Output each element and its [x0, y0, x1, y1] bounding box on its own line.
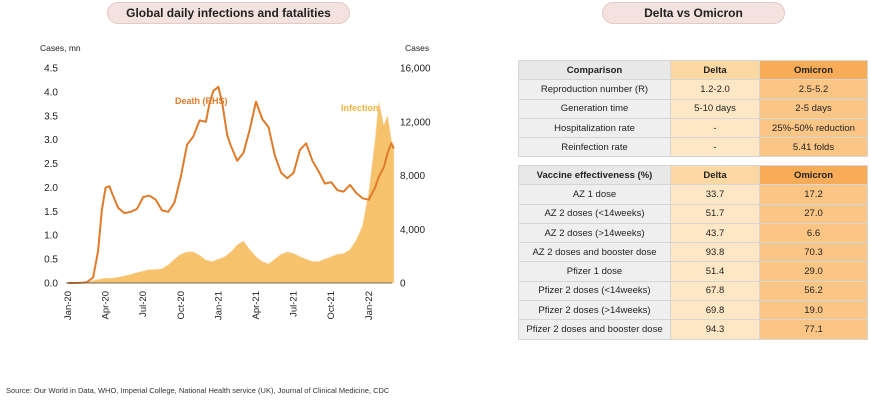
left-tick-label: 4.5: [44, 64, 58, 75]
comparison-table: Comparison Delta Omicron Reproduction numbe…: [518, 59, 868, 158]
x-tick-label: Jan-22: [364, 291, 375, 320]
left-tick-label: 3.0: [44, 135, 58, 146]
x-tick-label: Oct-21: [326, 291, 337, 320]
x-tick-label: Oct-20: [176, 291, 187, 320]
x-tick-label: Apr-21: [251, 291, 262, 320]
table-header-cell: Delta: [670, 164, 760, 186]
table-cell: Pfizer 1 dose: [518, 261, 671, 282]
table-cell: 77.1: [759, 319, 868, 340]
table-cell: 27.0: [759, 203, 868, 224]
table-cell: -: [670, 117, 760, 139]
table-cell: 29.0: [759, 261, 868, 282]
x-tick-label: Jan-20: [63, 291, 74, 320]
table-cell: 69.8: [670, 300, 760, 321]
right-tick-label: 0: [400, 279, 406, 290]
chart-title: Global daily infections and fatalities: [107, 2, 350, 24]
table-cell: 56.2: [759, 280, 868, 302]
infection-area: [68, 101, 395, 284]
table-cell: AZ 2 doses (<14weeks): [518, 203, 671, 224]
table-header-row: Comparison Delta Omicron: [518, 59, 868, 81]
table-cell: 2-5 days: [759, 98, 868, 119]
table-cell: AZ 2 doses (>14weeks): [518, 222, 671, 244]
table-row: Reinfection rate -5.41 folds: [518, 137, 868, 158]
table-cell: -: [670, 137, 760, 158]
death-annotation: Death (RHS): [175, 96, 228, 106]
table-cell: 51.4: [670, 261, 760, 282]
table-cell: 5-10 days: [670, 98, 760, 119]
table-row: Generation time 5-10 days 2-5 days: [518, 98, 868, 119]
source-note: Source: Our World in Data, WHO, Imperial…: [6, 386, 390, 395]
table-row: Reproduction number (R) 1.2-2.0 2.5-5.2: [518, 79, 868, 100]
table-row: Pfizer 2 doses and booster dose 94.3 77.1: [518, 319, 868, 340]
table-cell: Reproduction number (R): [518, 79, 671, 100]
death-line: [68, 85, 395, 284]
left-tick-label: 4.0: [44, 87, 58, 98]
table-row: AZ 2 doses and booster dose 93.8 70.3: [518, 242, 868, 263]
table-cell: AZ 2 doses and booster dose: [518, 242, 671, 263]
x-tick-label: Jan-21: [213, 291, 224, 320]
table-row: Hospitalization rate -25%-50% reduction: [518, 117, 868, 139]
table-cell: 94.3: [670, 319, 760, 340]
table-cell: 1.2-2.0: [670, 79, 760, 100]
table-cell: 17.2: [759, 184, 868, 205]
table-header-cell: Omicron: [759, 59, 868, 81]
table-header-cell: Omicron: [759, 164, 868, 186]
right-tick-label: 16,000: [400, 64, 431, 75]
right-tick-label: 4,000: [400, 225, 425, 236]
table-row: AZ 1 dose 33.7 17.2: [518, 184, 868, 205]
left-tick-label: 2.5: [44, 159, 58, 170]
left-tick-label: 1.0: [44, 231, 58, 242]
left-tick-label: 0.5: [44, 255, 58, 266]
table-cell: 25%-50% reduction: [759, 117, 868, 139]
table-row: Pfizer 1 dose 51.4 29.0: [518, 261, 868, 282]
vaccine-effectiveness-table: Vaccine effectiveness (%) Delta Omicron AZ …: [518, 164, 868, 340]
table-row: Pfizer 2 doses (>14weeks) 69.8 19.0: [518, 300, 868, 321]
table-header-cell: Comparison: [518, 59, 671, 81]
table-cell: 2.5-5.2: [759, 79, 868, 100]
left-axis-label: Cases, mn: [40, 43, 81, 53]
left-tick-label: 2.0: [44, 183, 58, 194]
table-cell: 6.6: [759, 222, 868, 244]
right-axis-label: Cases: [405, 43, 429, 53]
table-cell: 70.3: [759, 242, 868, 263]
table-cell: Reinfection rate: [518, 137, 671, 158]
right-tick-label: 12,000: [400, 117, 431, 128]
x-tick-label: Apr-20: [101, 291, 112, 320]
table-cell: 93.8: [670, 242, 760, 263]
table-header-cell: Vaccine effectiveness (%): [518, 164, 671, 186]
table-cell: 51.7: [670, 203, 760, 224]
table-cell: AZ 1 dose: [518, 184, 671, 205]
table-cell: Hospitalization rate: [518, 117, 671, 139]
table-cell: Generation time: [518, 98, 671, 119]
x-tick-label: Jul-21: [289, 291, 300, 317]
infection-annotation: Infection: [341, 103, 379, 113]
table-cell: 67.8: [670, 280, 760, 302]
left-tick-label: 0.0: [44, 279, 58, 290]
table-cell: 5.41 folds: [759, 137, 868, 158]
table-title: Delta vs Omicron: [602, 2, 785, 24]
table-cell: 33.7: [670, 184, 760, 205]
x-tick-label: Jul-20: [138, 291, 149, 317]
table-header-row: Vaccine effectiveness (%) Delta Omicron: [518, 164, 868, 186]
table-cell: 19.0: [759, 300, 868, 321]
table-row: Pfizer 2 doses (<14weeks) 67.8 56.2: [518, 280, 868, 302]
table-cell: Pfizer 2 doses and booster dose: [518, 319, 671, 340]
left-tick-label: 1.5: [44, 207, 58, 218]
table-cell: Pfizer 2 doses (>14weeks): [518, 300, 671, 321]
table-cell: Pfizer 2 doses (<14weeks): [518, 280, 671, 302]
table-cell: 43.7: [670, 222, 760, 244]
right-tick-label: 8,000: [400, 171, 425, 182]
left-tick-label: 3.5: [44, 111, 58, 122]
table-header-cell: Delta: [670, 59, 760, 81]
table-row: AZ 2 doses (>14weeks) 43.7 6.6: [518, 222, 868, 244]
table-row: AZ 2 doses (<14weeks) 51.7 27.0: [518, 203, 868, 224]
infections-fatalities-chart: 4.5 4.0 3.5 3.0 2.5 2.0 1.5 1.0 0.5 0.0 16,000 12,0…: [40, 43, 431, 320]
